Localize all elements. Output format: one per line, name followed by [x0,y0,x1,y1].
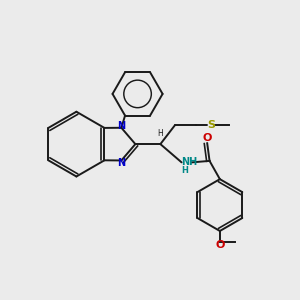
Text: H: H [182,166,188,175]
Text: O: O [202,133,212,143]
Text: O: O [215,240,224,250]
Text: N: N [117,158,125,168]
Text: S: S [207,120,215,130]
Text: N: N [117,121,125,131]
Text: NH: NH [182,158,198,167]
Text: H: H [158,129,163,138]
